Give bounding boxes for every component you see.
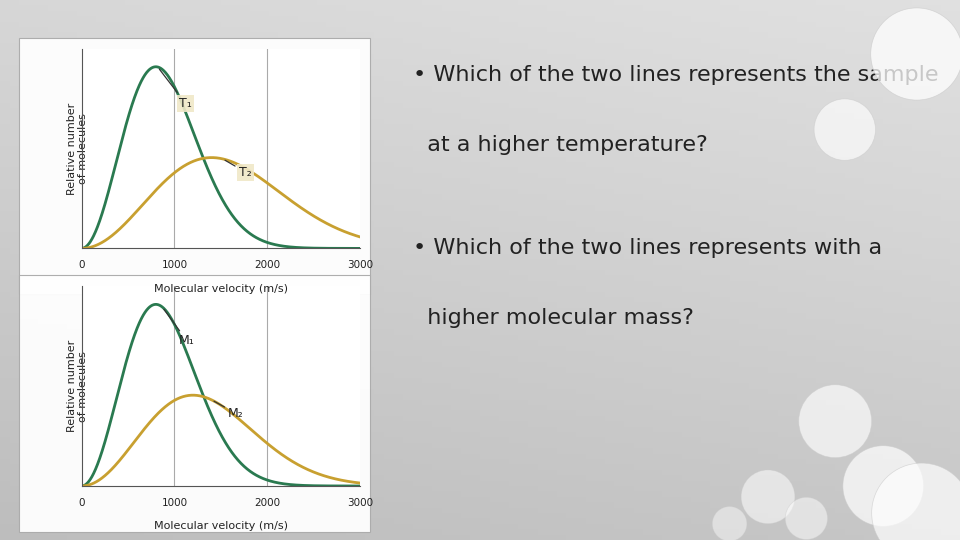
Text: 0: 0 <box>79 498 84 508</box>
Text: 1000: 1000 <box>161 498 187 508</box>
Text: Molecular velocity (m/s): Molecular velocity (m/s) <box>154 521 288 531</box>
Text: T₁: T₁ <box>159 69 192 110</box>
Text: • Which of the two lines represents the sample: • Which of the two lines represents the … <box>413 65 938 85</box>
Text: T₂: T₂ <box>225 160 252 179</box>
Text: M₂: M₂ <box>214 401 244 420</box>
Text: • Which of the two lines represents with a: • Which of the two lines represents with… <box>413 238 882 258</box>
Text: 2000: 2000 <box>254 498 280 508</box>
Y-axis label: Relative number
of molecules: Relative number of molecules <box>66 340 88 432</box>
Text: 3000: 3000 <box>347 260 373 271</box>
Text: 0: 0 <box>79 260 84 271</box>
Y-axis label: Relative number
of molecules: Relative number of molecules <box>66 103 88 194</box>
Text: M₁: M₁ <box>164 309 195 347</box>
Text: higher molecular mass?: higher molecular mass? <box>413 308 694 328</box>
Text: 2000: 2000 <box>254 260 280 271</box>
Text: 1000: 1000 <box>161 260 187 271</box>
Text: at a higher temperature?: at a higher temperature? <box>413 135 708 155</box>
Text: Molecular velocity (m/s): Molecular velocity (m/s) <box>154 284 288 294</box>
Text: 3000: 3000 <box>347 498 373 508</box>
